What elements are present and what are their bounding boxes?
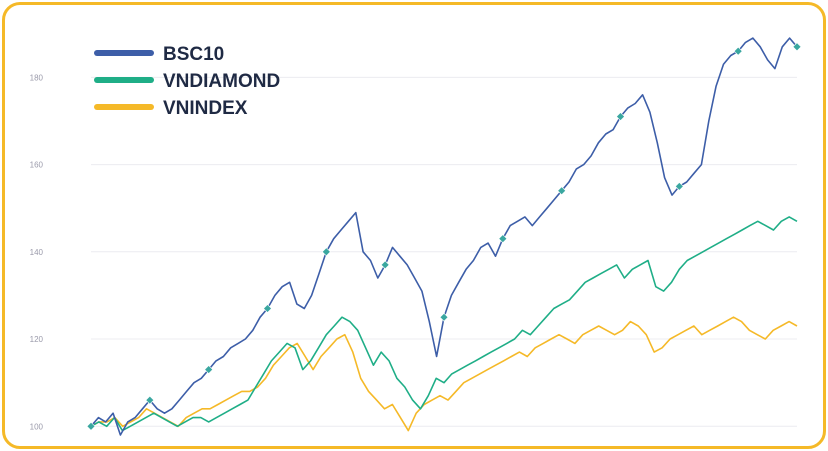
y-tick-label-140: 140 — [30, 248, 44, 257]
marker-point-0 — [86, 421, 96, 431]
legend: BSC10 VNDIAMOND VNINDEX — [94, 44, 280, 119]
marker-point-24 — [263, 304, 272, 313]
line-chart: 100 120 140 160 180 BSC10 VNDIAMOND VNINDEX — [30, 37, 802, 436]
marker-point-56 — [498, 234, 508, 244]
marker-point-16 — [204, 365, 214, 374]
legend-label-vnindex: VNINDEX — [163, 98, 248, 119]
marker-point-32 — [321, 247, 331, 257]
y-tick-label-160: 160 — [30, 161, 44, 170]
marker-point-48 — [439, 312, 449, 322]
marker-point-80 — [674, 181, 684, 191]
grid — [91, 76, 797, 427]
y-tick-label-100: 100 — [30, 422, 44, 431]
y-tick-label-120: 120 — [30, 335, 44, 344]
series-line-vndiamond — [90, 216, 798, 432]
marker-point-96 — [792, 42, 802, 52]
series-line-vnindex — [90, 316, 798, 432]
marker-point-8 — [145, 395, 155, 405]
marker-point-64 — [557, 186, 567, 196]
marker-point-88 — [733, 46, 743, 56]
legend-label-vndiamond: VNDIAMOND — [163, 71, 280, 92]
marker-point-40 — [380, 260, 390, 270]
y-tick-label-180: 180 — [30, 73, 44, 82]
marker-point-72 — [616, 112, 625, 122]
y-axis-ticks: 100 120 140 160 180 — [30, 73, 44, 431]
legend-label-bsc10: BSC10 — [163, 44, 224, 65]
series-markers — [86, 42, 802, 431]
